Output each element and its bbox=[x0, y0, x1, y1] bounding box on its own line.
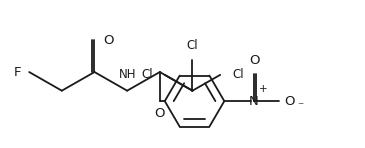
Text: +: + bbox=[259, 84, 267, 94]
Text: O: O bbox=[249, 54, 260, 67]
Text: N: N bbox=[249, 95, 259, 108]
Text: NH: NH bbox=[118, 68, 136, 81]
Text: ⁻: ⁻ bbox=[297, 100, 303, 114]
Text: Cl: Cl bbox=[232, 68, 244, 81]
Text: F: F bbox=[14, 66, 21, 79]
Text: O: O bbox=[284, 95, 294, 108]
Text: Cl: Cl bbox=[141, 68, 153, 81]
Text: O: O bbox=[154, 107, 165, 120]
Text: Cl: Cl bbox=[187, 39, 198, 52]
Text: O: O bbox=[103, 34, 114, 47]
